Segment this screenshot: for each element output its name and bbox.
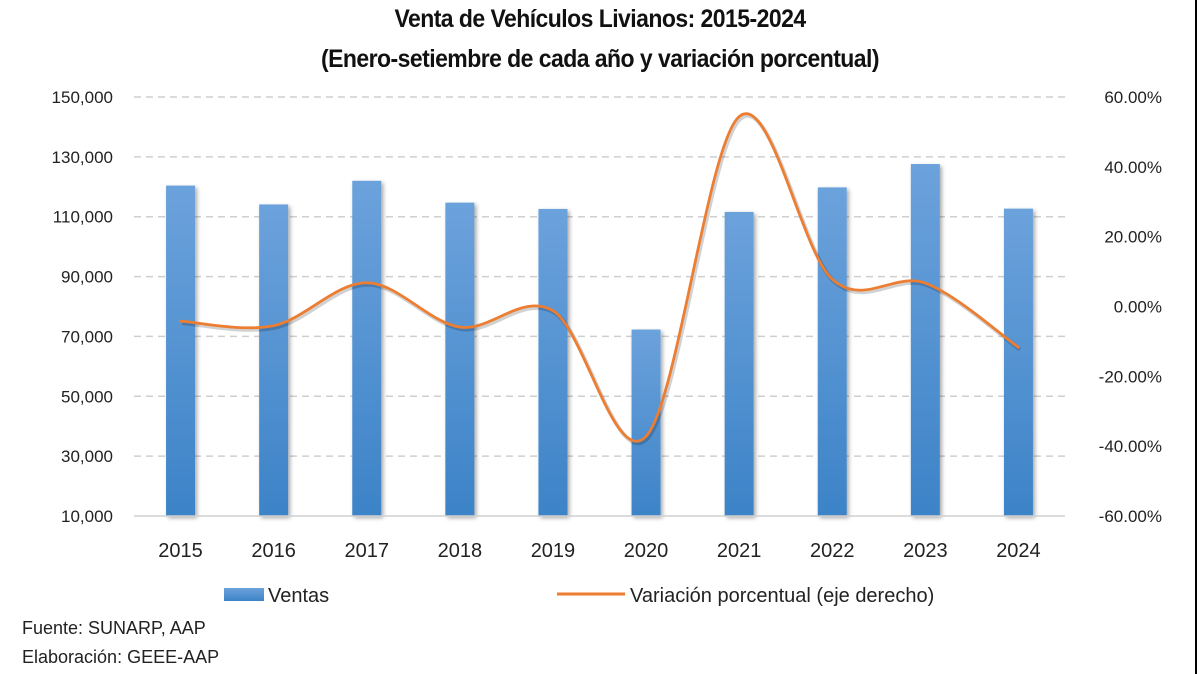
footnote-elaboration: Elaboración: GEEE-AAP [22, 647, 220, 667]
line-shadow [181, 113, 1022, 445]
right-axis-tick-label: 40.00% [1104, 158, 1162, 177]
bar-series-ventas [166, 164, 1033, 517]
legend-label-ventas: Ventas [268, 585, 329, 607]
right-axis-tick-label: 60.00% [1104, 88, 1162, 107]
left-axis-tick-label: 130,000 [52, 148, 113, 167]
bar-2015 [166, 185, 196, 517]
x-axis-tick-label: 2019 [531, 540, 576, 562]
chart-subtitle: (Enero-setiembre de cada año y variación… [321, 45, 880, 73]
line-series-variacion [179, 112, 1022, 445]
chart-title: Venta de Vehículos Livianos: 2015-2024 [394, 5, 806, 33]
right-axis-tick-label: -60.00% [1099, 507, 1162, 526]
bar-2024 [1003, 208, 1033, 516]
right-axis-tick-label: -40.00% [1099, 437, 1162, 456]
legend: Ventas Variación porcentual (eje derecho… [224, 585, 934, 607]
x-axis-tick-label: 2024 [996, 540, 1041, 562]
x-axis-tick-label: 2016 [251, 540, 296, 562]
bar-2017 [352, 180, 382, 517]
bar-2021 [724, 211, 754, 516]
footnote-source: Fuente: SUNARP, AAP [22, 618, 206, 638]
x-axis-tick-label: 2023 [903, 540, 948, 562]
right-axis: -60.00% -40.00% -20.00% 0.00% 20.00% 40.00% 60… [1099, 88, 1162, 526]
left-axis-tick-label: 10,000 [61, 507, 113, 526]
bar-2019 [538, 208, 568, 516]
bar-2022 [817, 187, 847, 517]
x-axis-tick-label: 2020 [624, 540, 669, 562]
legend-swatch-ventas [224, 588, 264, 601]
x-axis-tick-label: 2022 [810, 540, 855, 562]
frame-border [1195, 0, 1197, 674]
right-axis-tick-label: 0.00% [1114, 298, 1162, 317]
variacion-line [179, 112, 1020, 443]
left-axis-tick-label: 90,000 [61, 268, 113, 287]
bar-2018 [445, 202, 475, 516]
left-axis-tick-label: 70,000 [61, 327, 113, 346]
right-axis-tick-label: -20.00% [1099, 367, 1162, 386]
x-axis-tick-label: 2018 [438, 540, 483, 562]
x-axis-tick-label: 2015 [158, 540, 203, 562]
left-axis: 10,000 30,000 50,000 70,000 90,000 110,000 130… [52, 88, 113, 526]
x-axis-tick-label: 2017 [345, 540, 390, 562]
legend-label-variacion: Variación porcentual (eje derecho) [630, 585, 934, 607]
left-axis-tick-label: 150,000 [52, 88, 113, 107]
left-axis-tick-label: 30,000 [61, 447, 113, 466]
x-axis: 2015 2016 2017 2018 2019 2020 2021 2022 2023 2024 [158, 540, 1040, 562]
left-axis-tick-label: 50,000 [61, 387, 113, 406]
right-axis-tick-label: 20.00% [1104, 228, 1162, 247]
bar-2016 [259, 204, 289, 516]
bar-2023 [910, 164, 940, 517]
left-axis-tick-label: 110,000 [53, 208, 113, 227]
x-axis-tick-label: 2021 [717, 540, 762, 562]
